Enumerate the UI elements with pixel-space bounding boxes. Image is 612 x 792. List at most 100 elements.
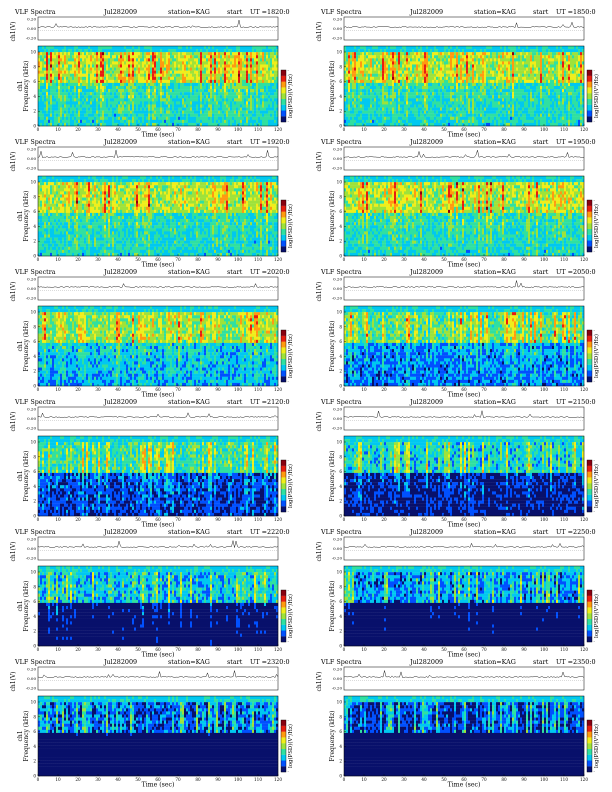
spectrogram-cell xyxy=(142,67,145,71)
spectrogram-cell xyxy=(84,46,87,50)
spectrogram-cell xyxy=(144,55,147,59)
spectrogram-cell xyxy=(478,64,481,68)
spectrogram-cell xyxy=(98,110,101,114)
spectrogram-cell xyxy=(470,70,473,74)
spectrogram-cell xyxy=(364,116,367,120)
spectrogram-cell xyxy=(184,107,187,111)
spectrogram-cell xyxy=(368,104,371,108)
spectrogram-cell xyxy=(446,55,449,59)
spectrogram-cell xyxy=(444,76,447,80)
spectrogram-cell xyxy=(374,61,377,65)
spectrogram-cell xyxy=(176,76,179,80)
spectrogram-cell xyxy=(202,79,205,84)
spectrogram-cell xyxy=(164,98,167,102)
spectrogram-cell xyxy=(356,79,359,84)
spectrogram-cell xyxy=(220,98,223,102)
spectrogram-cell xyxy=(264,86,267,90)
spectrogram-cell xyxy=(172,82,175,87)
spectrogram-cell xyxy=(406,119,409,124)
spectrogram-cell xyxy=(124,98,127,102)
spectrogram-cell xyxy=(218,67,221,71)
spectrogram-cell xyxy=(72,95,75,99)
ch1-waveform-line xyxy=(343,21,585,28)
spectrogram-cell xyxy=(354,89,357,93)
spectrogram-cell xyxy=(272,55,275,59)
spectrogram-cell xyxy=(452,46,455,50)
spectrogram-cell xyxy=(48,58,51,62)
spectrogram-cell xyxy=(250,101,253,105)
spectrogram-cell xyxy=(462,107,465,111)
spectrogram-cell xyxy=(274,46,277,50)
spectrogram-cell xyxy=(264,73,267,77)
spectrogram-cell xyxy=(438,58,441,62)
spectrogram-cell xyxy=(196,104,199,108)
spectrogram-cell xyxy=(64,76,67,80)
spectrogram-cell xyxy=(446,101,449,105)
spectrogram-cell xyxy=(358,92,361,96)
spectrogram-cell xyxy=(136,110,139,114)
spectrogram-cell xyxy=(382,70,385,74)
spectrogram-cell xyxy=(126,61,129,65)
spectrogram-cell xyxy=(150,76,153,80)
spectrogram-cell xyxy=(80,98,83,102)
spectrogram-cell xyxy=(442,82,445,87)
spectrogram-cell xyxy=(266,46,269,50)
spectrogram-cell xyxy=(438,79,441,84)
spectrogram-cell xyxy=(202,82,205,87)
spectrogram-cell xyxy=(410,46,413,50)
spectrogram-cell xyxy=(476,73,479,77)
spectrogram-cell xyxy=(102,55,105,59)
spectrogram-cell xyxy=(142,92,145,96)
spectrogram-cell xyxy=(380,89,383,93)
spectrogram-cell xyxy=(244,52,247,56)
spectrogram-cell xyxy=(152,67,155,71)
spectrogram-cell xyxy=(184,110,187,114)
spectrogram-cell xyxy=(410,64,413,68)
spectrogram-cell xyxy=(392,76,395,80)
spectrogram-cell xyxy=(242,82,245,87)
spectrogram-cell xyxy=(184,116,187,120)
spectrogram-cell xyxy=(60,110,63,114)
spectrogram-cell xyxy=(364,76,367,80)
spectrogram-cell xyxy=(426,122,429,127)
spectrogram-cell xyxy=(358,61,361,65)
spectrogram-cell xyxy=(256,82,259,87)
spectrogram-cell xyxy=(116,70,119,74)
spectrogram-cell xyxy=(44,82,47,87)
spectrogram-cell xyxy=(204,70,207,74)
spectrogram-cell xyxy=(62,113,65,117)
spectrogram-cell xyxy=(54,122,57,127)
spectrogram-cell xyxy=(70,119,73,124)
spectrogram-cell xyxy=(120,49,123,53)
spectrogram-cell xyxy=(156,116,159,120)
spectrogram-cell xyxy=(228,92,231,96)
spectrogram-cell xyxy=(390,92,393,96)
spectrogram-cell xyxy=(462,98,465,102)
spectrogram-cell xyxy=(152,52,155,56)
spectrogram-cell xyxy=(354,110,357,114)
spectrogram-cell xyxy=(42,52,45,56)
spectrogram-cell xyxy=(244,98,247,102)
spectrogram-cell xyxy=(444,58,447,62)
spectrogram-cell xyxy=(464,58,467,62)
spectrogram-cell xyxy=(474,104,477,108)
spectrogram-cell xyxy=(214,58,217,62)
spectrogram-cell xyxy=(476,55,479,59)
spectrogram-cell xyxy=(260,110,263,114)
spectrogram-cell xyxy=(266,104,269,108)
spectrogram-cell xyxy=(68,89,71,93)
spectrogram-cell xyxy=(410,119,413,124)
spectrogram-cell xyxy=(472,107,475,111)
spectrogram-cell xyxy=(252,98,255,102)
spectrogram-cell xyxy=(132,61,135,65)
spectrogram-cell xyxy=(414,122,417,127)
spectrogram-cell xyxy=(264,92,267,96)
spectrogram-cell xyxy=(442,113,445,117)
spectrogram-cell xyxy=(140,104,143,108)
spectrogram-cell xyxy=(406,116,409,120)
spectrogram-cell xyxy=(374,119,377,124)
spectrogram-cell xyxy=(150,82,153,87)
spectrogram-cell xyxy=(464,110,467,114)
spectrogram-cell xyxy=(84,73,87,77)
spectrogram-cell xyxy=(168,55,171,59)
